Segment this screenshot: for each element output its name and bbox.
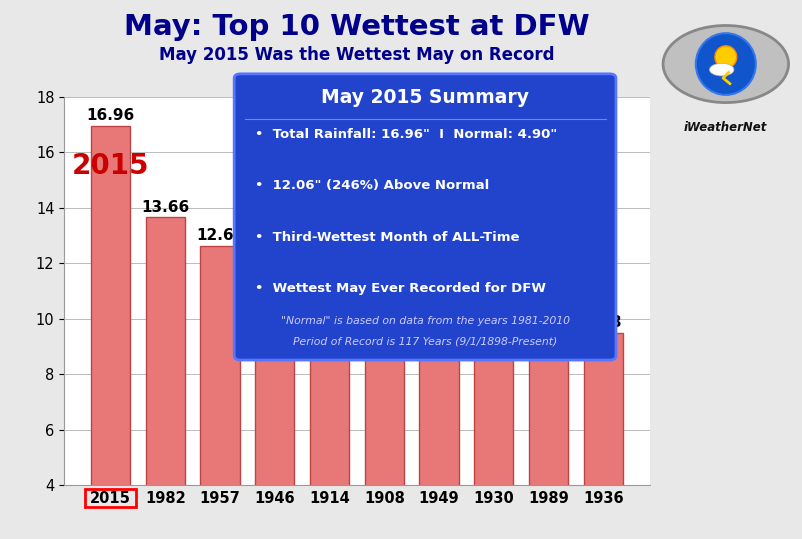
Bar (91, 126, 130, 539)
Text: •  Wettest May Ever Recorded for DFW: • Wettest May Ever Recorded for DFW (255, 282, 546, 295)
Text: 10.70: 10.70 (360, 281, 408, 296)
Bar (584, 333, 623, 539)
Text: 16.96: 16.96 (87, 108, 135, 123)
Text: 9.48: 9.48 (585, 315, 622, 330)
Ellipse shape (710, 63, 734, 76)
Text: May 2015 Was the Wettest May on Record: May 2015 Was the Wettest May on Record (159, 46, 555, 64)
Circle shape (715, 46, 737, 68)
Text: 9.62: 9.62 (529, 312, 567, 327)
Text: 10.71: 10.71 (306, 281, 354, 296)
Bar (145, 217, 185, 539)
Circle shape (696, 33, 755, 95)
Text: 13.66: 13.66 (141, 199, 189, 215)
Bar (255, 261, 294, 539)
Bar (419, 301, 459, 539)
Text: iWeatherNet: iWeatherNet (684, 121, 768, 134)
Ellipse shape (663, 25, 788, 102)
Text: Period of Record is 117 Years (9/1/1898-Present): Period of Record is 117 Years (9/1/1898-… (293, 336, 557, 347)
Bar (529, 329, 569, 539)
Text: •  12.06" (246%) Above Normal: • 12.06" (246%) Above Normal (255, 179, 489, 192)
Text: 10.37: 10.37 (470, 291, 518, 306)
Text: May: Top 10 Wettest at DFW: May: Top 10 Wettest at DFW (124, 13, 589, 42)
Bar (310, 299, 349, 539)
Text: "Normal" is based on data from the years 1981-2010: "Normal" is based on data from the years… (281, 316, 569, 326)
Text: 12.64: 12.64 (196, 228, 244, 243)
Text: May 2015 Summary: May 2015 Summary (321, 88, 529, 107)
Text: •  Third-Wettest Month of ALL-Time: • Third-Wettest Month of ALL-Time (255, 231, 520, 244)
Bar (200, 246, 240, 539)
Bar (474, 308, 513, 539)
Text: 12.09: 12.09 (251, 243, 299, 258)
Bar (365, 299, 404, 539)
Text: •  Total Rainfall: 16.96"  I  Normal: 4.90": • Total Rainfall: 16.96" I Normal: 4.90" (255, 128, 557, 141)
Text: 10.64: 10.64 (415, 284, 463, 298)
Text: 2015: 2015 (71, 153, 149, 181)
